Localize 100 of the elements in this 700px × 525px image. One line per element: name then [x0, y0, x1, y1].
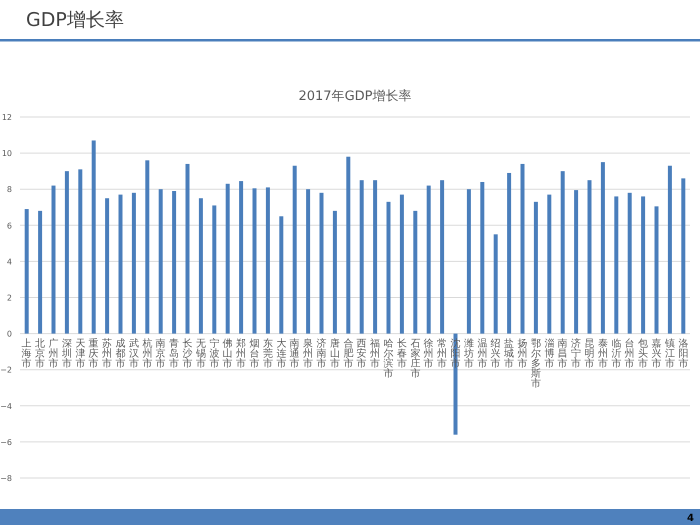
- x-tick-label: 无锡市: [194, 338, 206, 370]
- bar: [386, 202, 390, 334]
- bar: [78, 169, 82, 334]
- x-tick-label: 哈尔滨市: [384, 338, 394, 380]
- bar: [52, 186, 56, 334]
- x-tick-label: 镇江市: [664, 338, 675, 370]
- y-tick-label: 10: [2, 149, 12, 158]
- x-tick-label: 南京市: [156, 338, 166, 370]
- x-tick-label: 泉州市: [303, 338, 314, 370]
- y-tick-label: −6: [0, 438, 12, 447]
- x-tick-label: 扬州市: [518, 338, 528, 370]
- x-tick-label: 唐山市: [330, 338, 340, 370]
- x-tick-label: 烟台市: [250, 338, 260, 370]
- bar: [480, 182, 484, 334]
- bar: [172, 191, 176, 334]
- bar: [346, 156, 350, 334]
- y-tick-label: −2: [0, 366, 12, 375]
- bar: [360, 180, 364, 334]
- bar: [400, 194, 404, 334]
- bar: [320, 192, 324, 334]
- x-tick-label: 石家庄市: [410, 338, 420, 380]
- x-tick-label: 包头市: [638, 338, 648, 370]
- bar: [614, 196, 618, 334]
- bar: [628, 192, 632, 334]
- x-tick-label: 北京市: [35, 338, 46, 370]
- x-tick-label: 杭州市: [141, 338, 152, 370]
- x-tick-label: 成都市: [116, 338, 126, 370]
- y-tick-label: 6: [6, 221, 12, 230]
- bar: [547, 194, 552, 334]
- bar: [373, 180, 378, 334]
- x-tick-label: 临沂市: [611, 338, 622, 370]
- y-tick-label: 0: [6, 330, 12, 339]
- y-tick-label: 12: [2, 113, 12, 122]
- bar: [494, 234, 498, 334]
- x-tick-label: 长春市: [396, 338, 407, 370]
- bar: [158, 189, 163, 334]
- bar: [574, 190, 578, 334]
- bar: [560, 171, 565, 334]
- text: 4: [687, 513, 694, 524]
- x-tick-label: 天津市: [75, 338, 86, 370]
- x-tick-label: 鄂尔多斯市: [530, 338, 541, 390]
- x-tick-label: 南昌市: [558, 338, 568, 370]
- x-tick-label: 盐城市: [503, 338, 514, 370]
- bar: [292, 166, 297, 334]
- x-tick-label: 绍兴市: [490, 338, 501, 370]
- x-tick-label: 东莞市: [262, 338, 273, 370]
- x-tick-label: 淄博市: [544, 338, 554, 370]
- x-tick-label: 福州市: [370, 338, 380, 370]
- x-tick-label: 深圳市: [60, 338, 72, 370]
- bar: [588, 180, 592, 334]
- bar: [92, 140, 96, 334]
- y-tick-label: −8: [0, 474, 12, 483]
- x-tick-label: 郑州市: [236, 338, 246, 370]
- bar: [105, 198, 110, 334]
- bar: [64, 171, 69, 334]
- bar: [132, 192, 136, 334]
- bar: [24, 209, 29, 334]
- bar: [413, 210, 418, 334]
- bar: [426, 186, 431, 334]
- x-tick-label: 西安市: [356, 338, 367, 370]
- x-tick-label: 大连市: [276, 338, 286, 370]
- x-tick-label: 青岛市: [169, 338, 180, 370]
- x-tick-label: 长沙市: [182, 338, 192, 370]
- x-tick-label: 徐州市: [424, 338, 434, 370]
- x-tick-label: 南通市: [290, 338, 300, 370]
- bar: [38, 210, 42, 334]
- bar: [306, 189, 310, 334]
- chart-title: 2017年GDP增长率: [298, 88, 412, 104]
- bar: [654, 206, 658, 334]
- x-tick-label: 潍坊市: [462, 338, 474, 370]
- y-tick-label: 4: [6, 257, 12, 266]
- x-tick-label: 台州市: [624, 338, 635, 370]
- bar: [534, 202, 538, 334]
- x-tick-label: 嘉兴市: [652, 338, 662, 370]
- bar: [681, 178, 686, 334]
- bar: [668, 166, 672, 334]
- y-tick-label: −4: [0, 402, 12, 411]
- x-tick-label: 济南市: [316, 338, 326, 370]
- bar: [507, 172, 512, 334]
- y-tick-label: 8: [6, 185, 12, 194]
- x-tick-label: 宁波市: [209, 338, 220, 370]
- bar: [186, 164, 190, 334]
- x-tick-label: 常州市: [437, 338, 448, 370]
- x-tick-label: 佛山市: [222, 338, 233, 370]
- x-tick-label: 重庆市: [88, 338, 99, 370]
- bar: [266, 187, 270, 334]
- bar: [145, 160, 150, 334]
- bar: [198, 198, 203, 334]
- chart-subtitle: GDP增长率: [26, 9, 124, 31]
- x-tick-label: 合肥市: [343, 338, 354, 370]
- x-tick-label: 温州市: [477, 338, 488, 370]
- bar: [466, 189, 471, 334]
- bar: [279, 216, 284, 334]
- x-tick-label: 广州市: [48, 338, 58, 370]
- bar: [520, 164, 524, 334]
- bar: [239, 181, 244, 334]
- x-tick-label: 泰州市: [598, 338, 608, 370]
- x-tick-label: 上海市: [22, 338, 32, 370]
- bar: [118, 194, 122, 334]
- bar: [252, 188, 256, 334]
